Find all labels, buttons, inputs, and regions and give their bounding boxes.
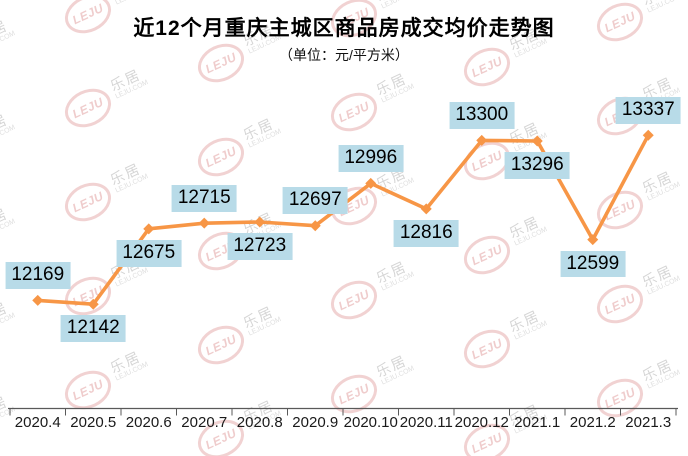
price-line <box>35 133 651 307</box>
data-point-marker <box>87 298 99 310</box>
data-point-marker <box>642 129 654 141</box>
data-point-marker <box>531 135 543 147</box>
data-point-marker <box>198 217 210 229</box>
data-point-marker <box>309 220 321 232</box>
chart-title: 近12个月重庆主城区商品房成交均价走势图 <box>133 17 555 40</box>
chart-unit-label: （单位：元/平方米） <box>279 47 409 63</box>
data-point-marker <box>254 216 266 228</box>
data-point-marker <box>143 223 155 235</box>
data-point-marker <box>476 134 488 146</box>
data-point-marker <box>32 294 44 306</box>
data-point-marker <box>365 177 377 189</box>
data-point-marker <box>420 203 432 215</box>
data-point-marker <box>587 234 599 246</box>
